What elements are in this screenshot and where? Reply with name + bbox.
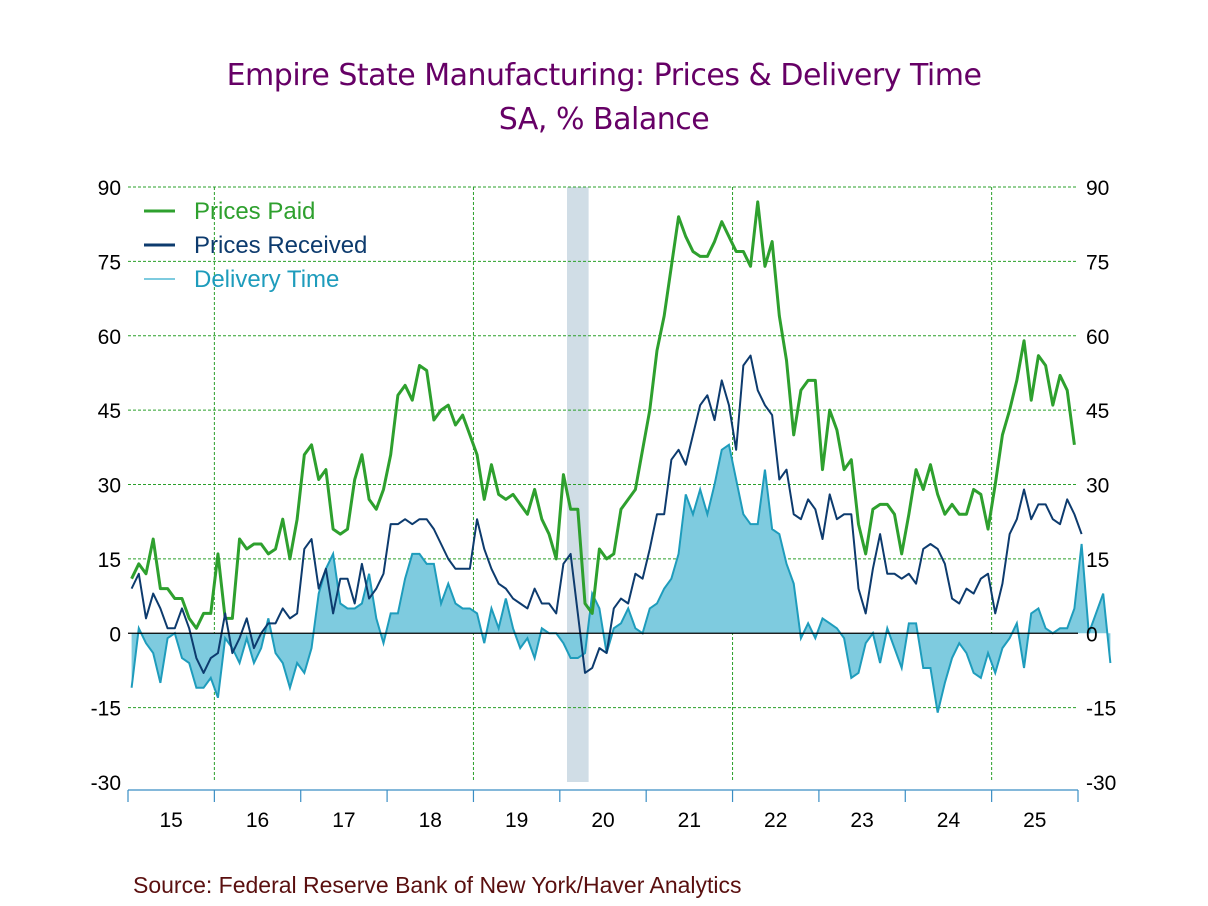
y-tick-label-left: 15 — [98, 549, 121, 572]
legend-label: Prices Received — [194, 232, 367, 259]
x-tick-label: 15 — [160, 809, 183, 832]
x-tick-label: 19 — [505, 809, 528, 832]
y-tick-label-left: 75 — [98, 251, 121, 274]
y-tick-label-left: -15 — [91, 698, 121, 721]
legend-label: Prices Paid — [194, 198, 315, 225]
y-tick-label-left: 60 — [98, 326, 121, 349]
chart-subtitle: SA, % Balance — [498, 102, 710, 137]
y-tick-label-left: 30 — [98, 475, 121, 498]
y-tick-label-right: 75 — [1086, 251, 1109, 274]
series-line-prices-received — [130, 354, 1083, 674]
legend-label: Delivery Time — [194, 266, 339, 293]
x-tick-label: 24 — [937, 809, 961, 832]
y-tick-label-left: -30 — [91, 772, 121, 795]
y-tick-label-right: 0 — [1086, 623, 1098, 646]
source-note: Source: Federal Reserve Bank of New York… — [133, 872, 742, 898]
y-tick-label-left: 45 — [98, 400, 121, 423]
x-tick-label: 22 — [764, 809, 787, 832]
series-line-delivery-time — [130, 443, 1112, 713]
y-tick-label-right: 60 — [1086, 326, 1109, 349]
y-tick-label-right: 90 — [1086, 177, 1109, 200]
x-tick-label: 23 — [850, 809, 873, 832]
series-line-prices-paid — [130, 200, 1076, 630]
x-tick-label: 25 — [1023, 809, 1046, 832]
y-tick-label-right: 45 — [1086, 400, 1109, 423]
x-tick-label: 20 — [591, 809, 614, 832]
y-tick-label-left: 0 — [109, 623, 121, 646]
x-tick-label: 21 — [678, 809, 701, 832]
x-tick-label: 16 — [246, 809, 269, 832]
y-tick-label-right: 15 — [1086, 549, 1109, 572]
y-tick-label-right: -15 — [1086, 698, 1116, 721]
y-tick-label-right: 30 — [1086, 475, 1109, 498]
y-tick-label-right: -30 — [1086, 772, 1116, 795]
chart-title: Empire State Manufacturing: Prices & Del… — [226, 58, 982, 93]
y-tick-label-left: 90 — [98, 177, 121, 200]
x-tick-label: 17 — [332, 809, 355, 832]
x-tick-label: 18 — [419, 809, 442, 832]
